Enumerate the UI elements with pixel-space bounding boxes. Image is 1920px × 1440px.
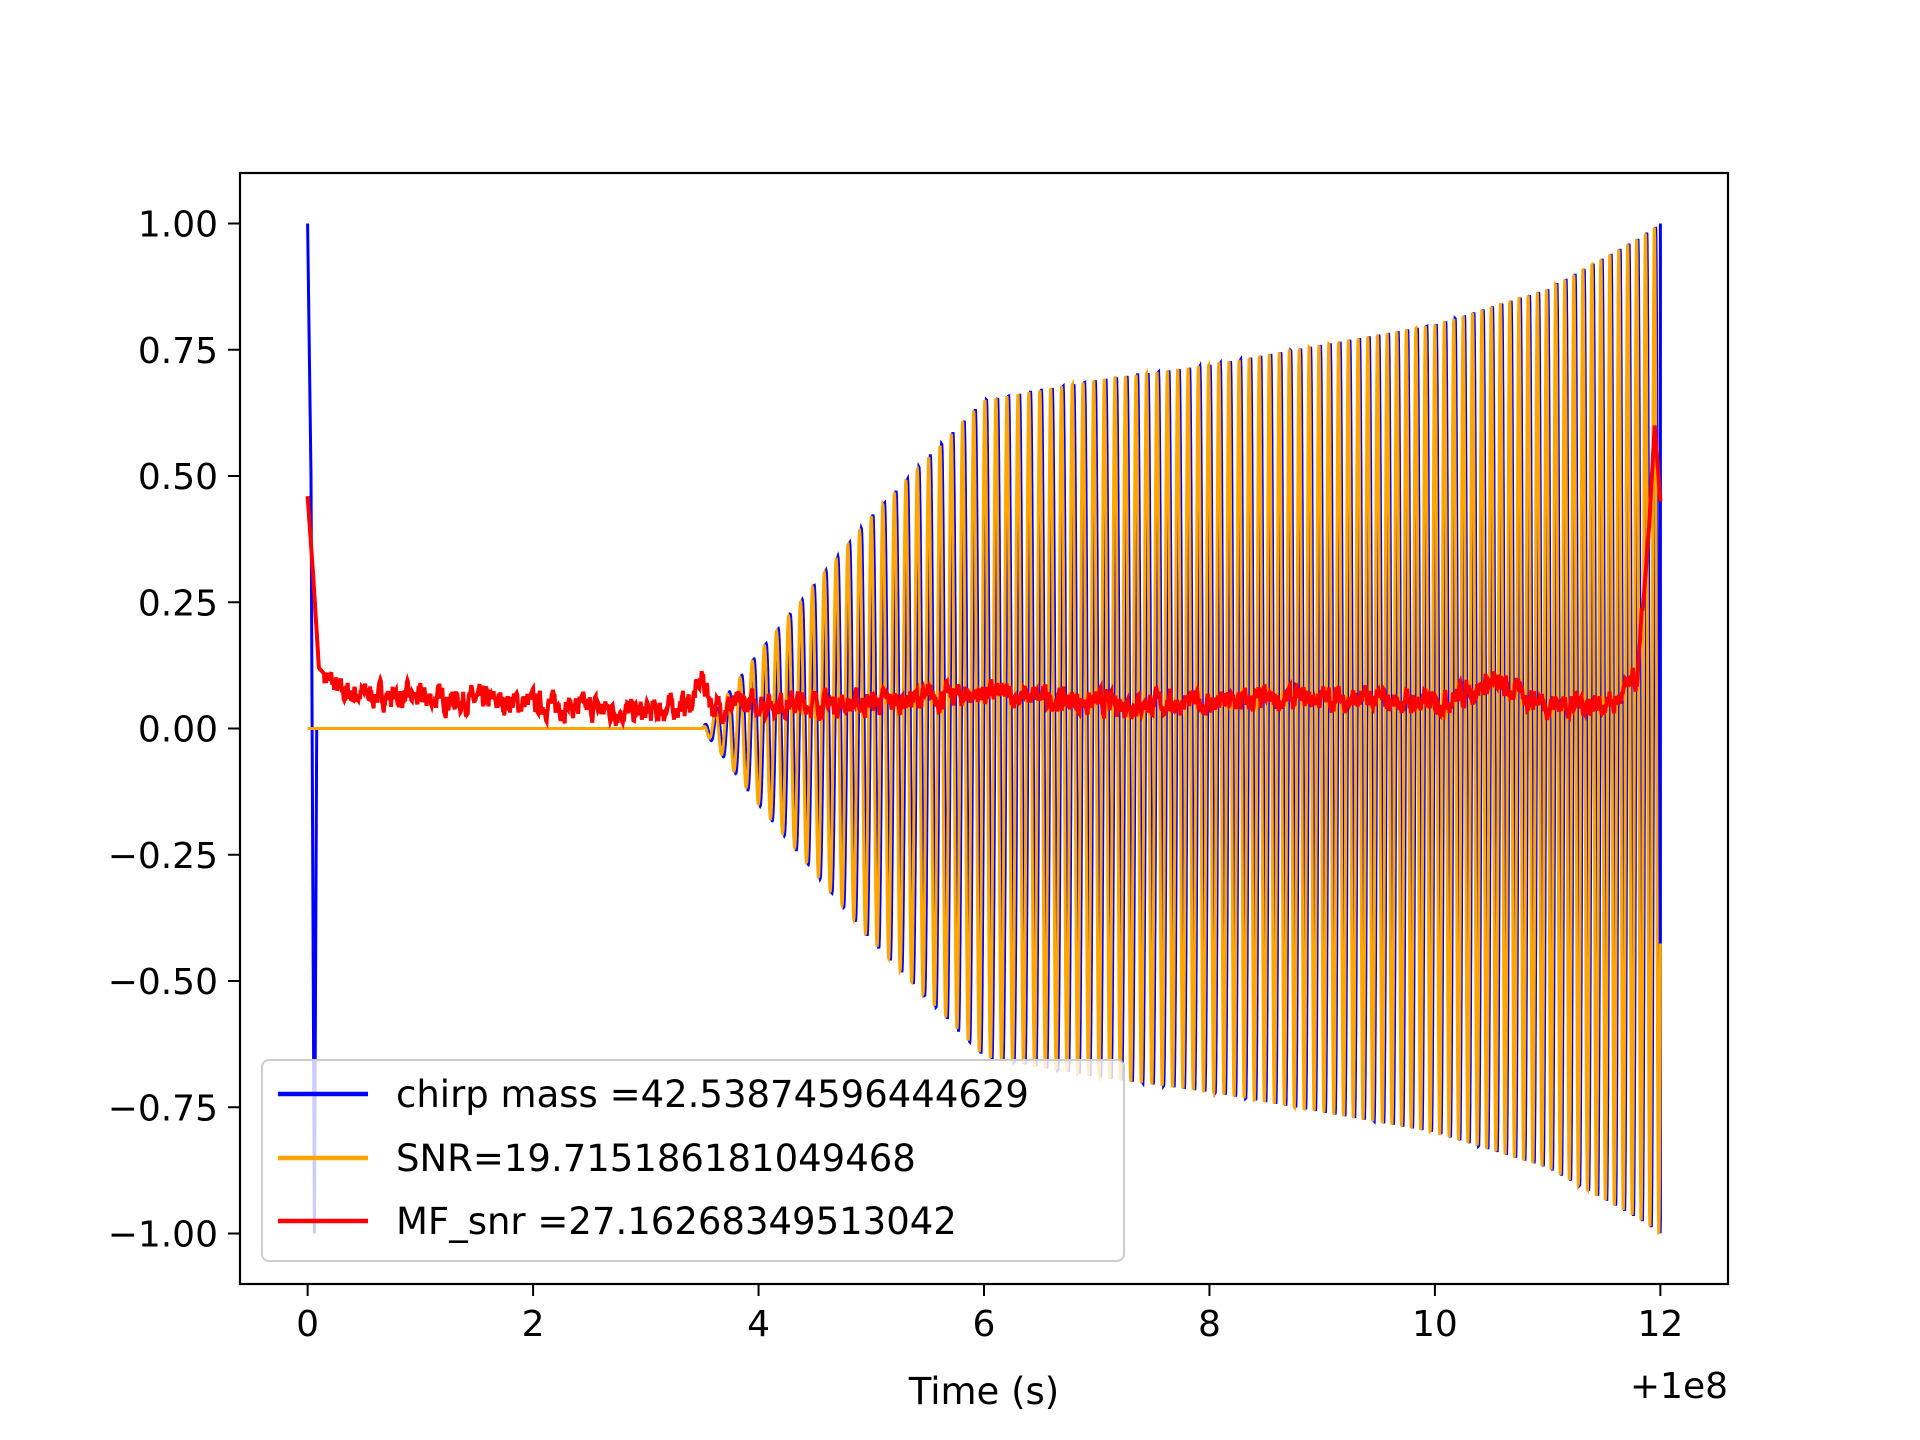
legend-box bbox=[261, 1059, 1125, 1262]
x-tick-label: 0 bbox=[296, 1304, 319, 1345]
y-tick-label: −0.75 bbox=[108, 1088, 218, 1129]
plot-area bbox=[305, 223, 1663, 1236]
x-tick-label: 8 bbox=[1198, 1304, 1221, 1345]
x-tick-label: 2 bbox=[522, 1304, 545, 1345]
x-tick-label: 10 bbox=[1412, 1304, 1458, 1345]
legend-label-mf-snr: MF_snr =27.16268349513042 bbox=[396, 1200, 957, 1243]
x-axis-label: Time (s) bbox=[908, 1370, 1059, 1413]
y-tick-label: 0.50 bbox=[138, 457, 218, 498]
y-axis-ticks: 1.00 0.75 0.50 0.25 0.00 −0.25 −0.50 −0.75 −1.00 bbox=[108, 205, 240, 1256]
y-tick-label: 0.25 bbox=[138, 583, 218, 624]
y-tick-label: −0.50 bbox=[108, 962, 218, 1003]
series-line-snr bbox=[307, 227, 1662, 1236]
x-tick-label: 4 bbox=[747, 1304, 770, 1345]
legend-label-snr: SNR=19.715186181049468 bbox=[396, 1137, 916, 1180]
x-tick-label: 12 bbox=[1637, 1304, 1683, 1345]
y-tick-label: −1.00 bbox=[108, 1215, 218, 1256]
y-tick-label: 0.75 bbox=[138, 331, 218, 372]
x-axis-ticks: 0 2 4 6 8 10 12 bbox=[296, 1284, 1683, 1345]
legend-label-chirp-mass: chirp mass =42.53874596444629 bbox=[396, 1073, 1029, 1116]
y-tick-label: −0.25 bbox=[108, 836, 218, 877]
y-tick-label: 1.00 bbox=[138, 205, 218, 246]
series-layer bbox=[305, 223, 1663, 1236]
x-tick-label: 6 bbox=[973, 1304, 996, 1345]
legend: chirp mass =42.53874596444629 SNR=19.715… bbox=[261, 1059, 1125, 1262]
y-tick-label: 0.00 bbox=[138, 710, 218, 751]
x-axis-offset-label: +1e8 bbox=[1630, 1366, 1728, 1407]
series-line-mf-snr bbox=[305, 425, 1663, 730]
